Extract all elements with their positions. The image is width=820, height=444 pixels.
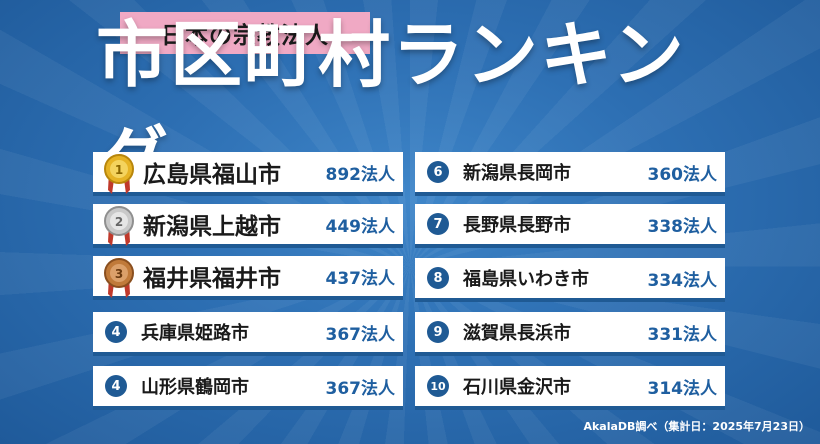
ranking-row-9: 9 滋賀県長浜市 331法人: [415, 312, 725, 356]
medal-rank-1: 1: [115, 163, 123, 177]
count: 338法人: [647, 216, 718, 237]
ranking-row-7: 7 長野県長野市 338法人: [415, 204, 725, 248]
ranking-row-2: 2 新潟県上越市 449法人: [93, 204, 403, 248]
ranking-row-10: 10 石川県金沢市 314法人: [415, 366, 725, 410]
medal-rank-3: 3: [115, 267, 123, 281]
ranking-row-1: 1 広島県福山市 892法人: [93, 152, 403, 196]
count: 449法人: [325, 216, 396, 237]
page-title: 市区町村ランキング: [96, 13, 686, 202]
count: 314法人: [647, 378, 718, 399]
source-note: AkalaDB調べ（集計日：2025年7月23日）: [583, 420, 810, 433]
city-name: 福井県福井市: [143, 266, 281, 292]
gold-medal-icon: 1: [104, 154, 134, 194]
rank-badge: 4: [105, 321, 127, 343]
count: 892法人: [325, 164, 396, 185]
medal-rank-2: 2: [115, 215, 123, 229]
subtitle-badge: 日本の宗教法人: [120, 12, 370, 54]
ranking-row-3: 3 福井県福井市 437法人: [93, 256, 403, 300]
count: 334法人: [647, 270, 718, 291]
city-name: 福島県いわき市: [463, 269, 589, 290]
city-name: 滋賀県長浜市: [463, 323, 571, 344]
city-name: 兵庫県姫路市: [141, 323, 249, 344]
city-name: 石川県金沢市: [463, 377, 571, 398]
city-name: 長野県長野市: [463, 215, 571, 236]
ranking-row-6: 6 新潟県長岡市 360法人: [415, 152, 725, 196]
silver-medal-icon: 2: [104, 206, 134, 246]
count: 331法人: [647, 324, 718, 345]
rank-badge: 9: [427, 321, 449, 343]
rank-badge: 4: [105, 375, 127, 397]
rank-badge: 10: [427, 375, 449, 397]
rank-badge: 8: [427, 267, 449, 289]
city-name: 新潟県上越市: [143, 214, 281, 240]
city-name: 山形県鶴岡市: [141, 377, 249, 398]
count: 437法人: [325, 268, 396, 289]
count: 367法人: [325, 324, 396, 345]
ranking-row-4b: 4 山形県鶴岡市 367法人: [93, 366, 403, 410]
ranking-row-4a: 4 兵庫県姫路市 367法人: [93, 312, 403, 356]
ranking-row-8: 8 福島県いわき市 334法人: [415, 258, 725, 302]
count: 360法人: [647, 164, 718, 185]
rank-badge: 6: [427, 161, 449, 183]
rank-badge: 7: [427, 213, 449, 235]
count: 367法人: [325, 378, 396, 399]
city-name: 広島県福山市: [143, 162, 281, 188]
bronze-medal-icon: 3: [104, 258, 134, 298]
city-name: 新潟県長岡市: [463, 163, 571, 184]
